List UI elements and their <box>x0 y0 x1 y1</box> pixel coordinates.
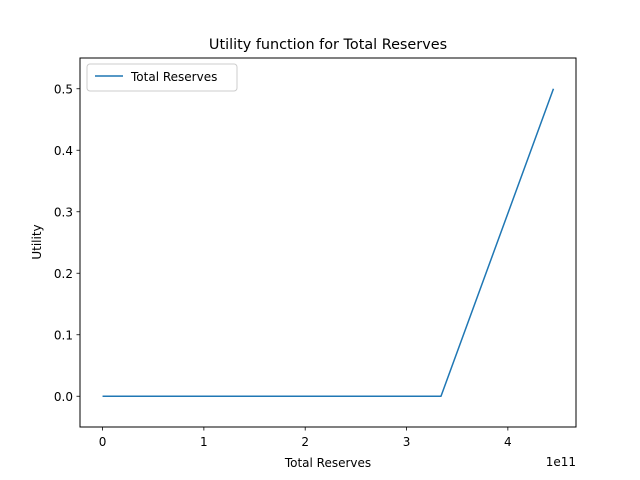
x-tick-label: 4 <box>504 435 512 449</box>
x-tick-label: 1 <box>200 435 208 449</box>
chart-title: Utility function for Total Reserves <box>209 37 447 53</box>
legend-label: Total Reserves <box>130 70 217 84</box>
y-axis-ticks: 0.0 0.1 0.2 0.3 0.4 0.5 <box>54 82 80 404</box>
x-axis-offset-label: 1e11 <box>546 455 576 469</box>
y-tick-label: 0.0 <box>54 390 73 404</box>
series-layer <box>102 88 555 397</box>
legend: Total Reserves <box>86 63 238 92</box>
x-axis-ticks: 0 1 2 3 4 <box>99 427 512 449</box>
x-tick-label: 2 <box>301 435 309 449</box>
y-axis-label: Utility <box>30 224 44 259</box>
y-tick-label: 0.3 <box>54 205 73 219</box>
y-tick-label: 0.5 <box>54 82 73 96</box>
y-tick-label: 0.2 <box>54 267 73 281</box>
x-tick-label: 3 <box>403 435 411 449</box>
y-tick-label: 0.1 <box>54 328 73 342</box>
x-tick-label: 0 <box>99 435 107 449</box>
series-line <box>102 88 555 397</box>
plot-frame <box>79 57 577 428</box>
y-tick-label: 0.4 <box>54 144 73 158</box>
x-axis-label: Total Reserves <box>284 456 371 470</box>
legend-box <box>86 63 238 92</box>
